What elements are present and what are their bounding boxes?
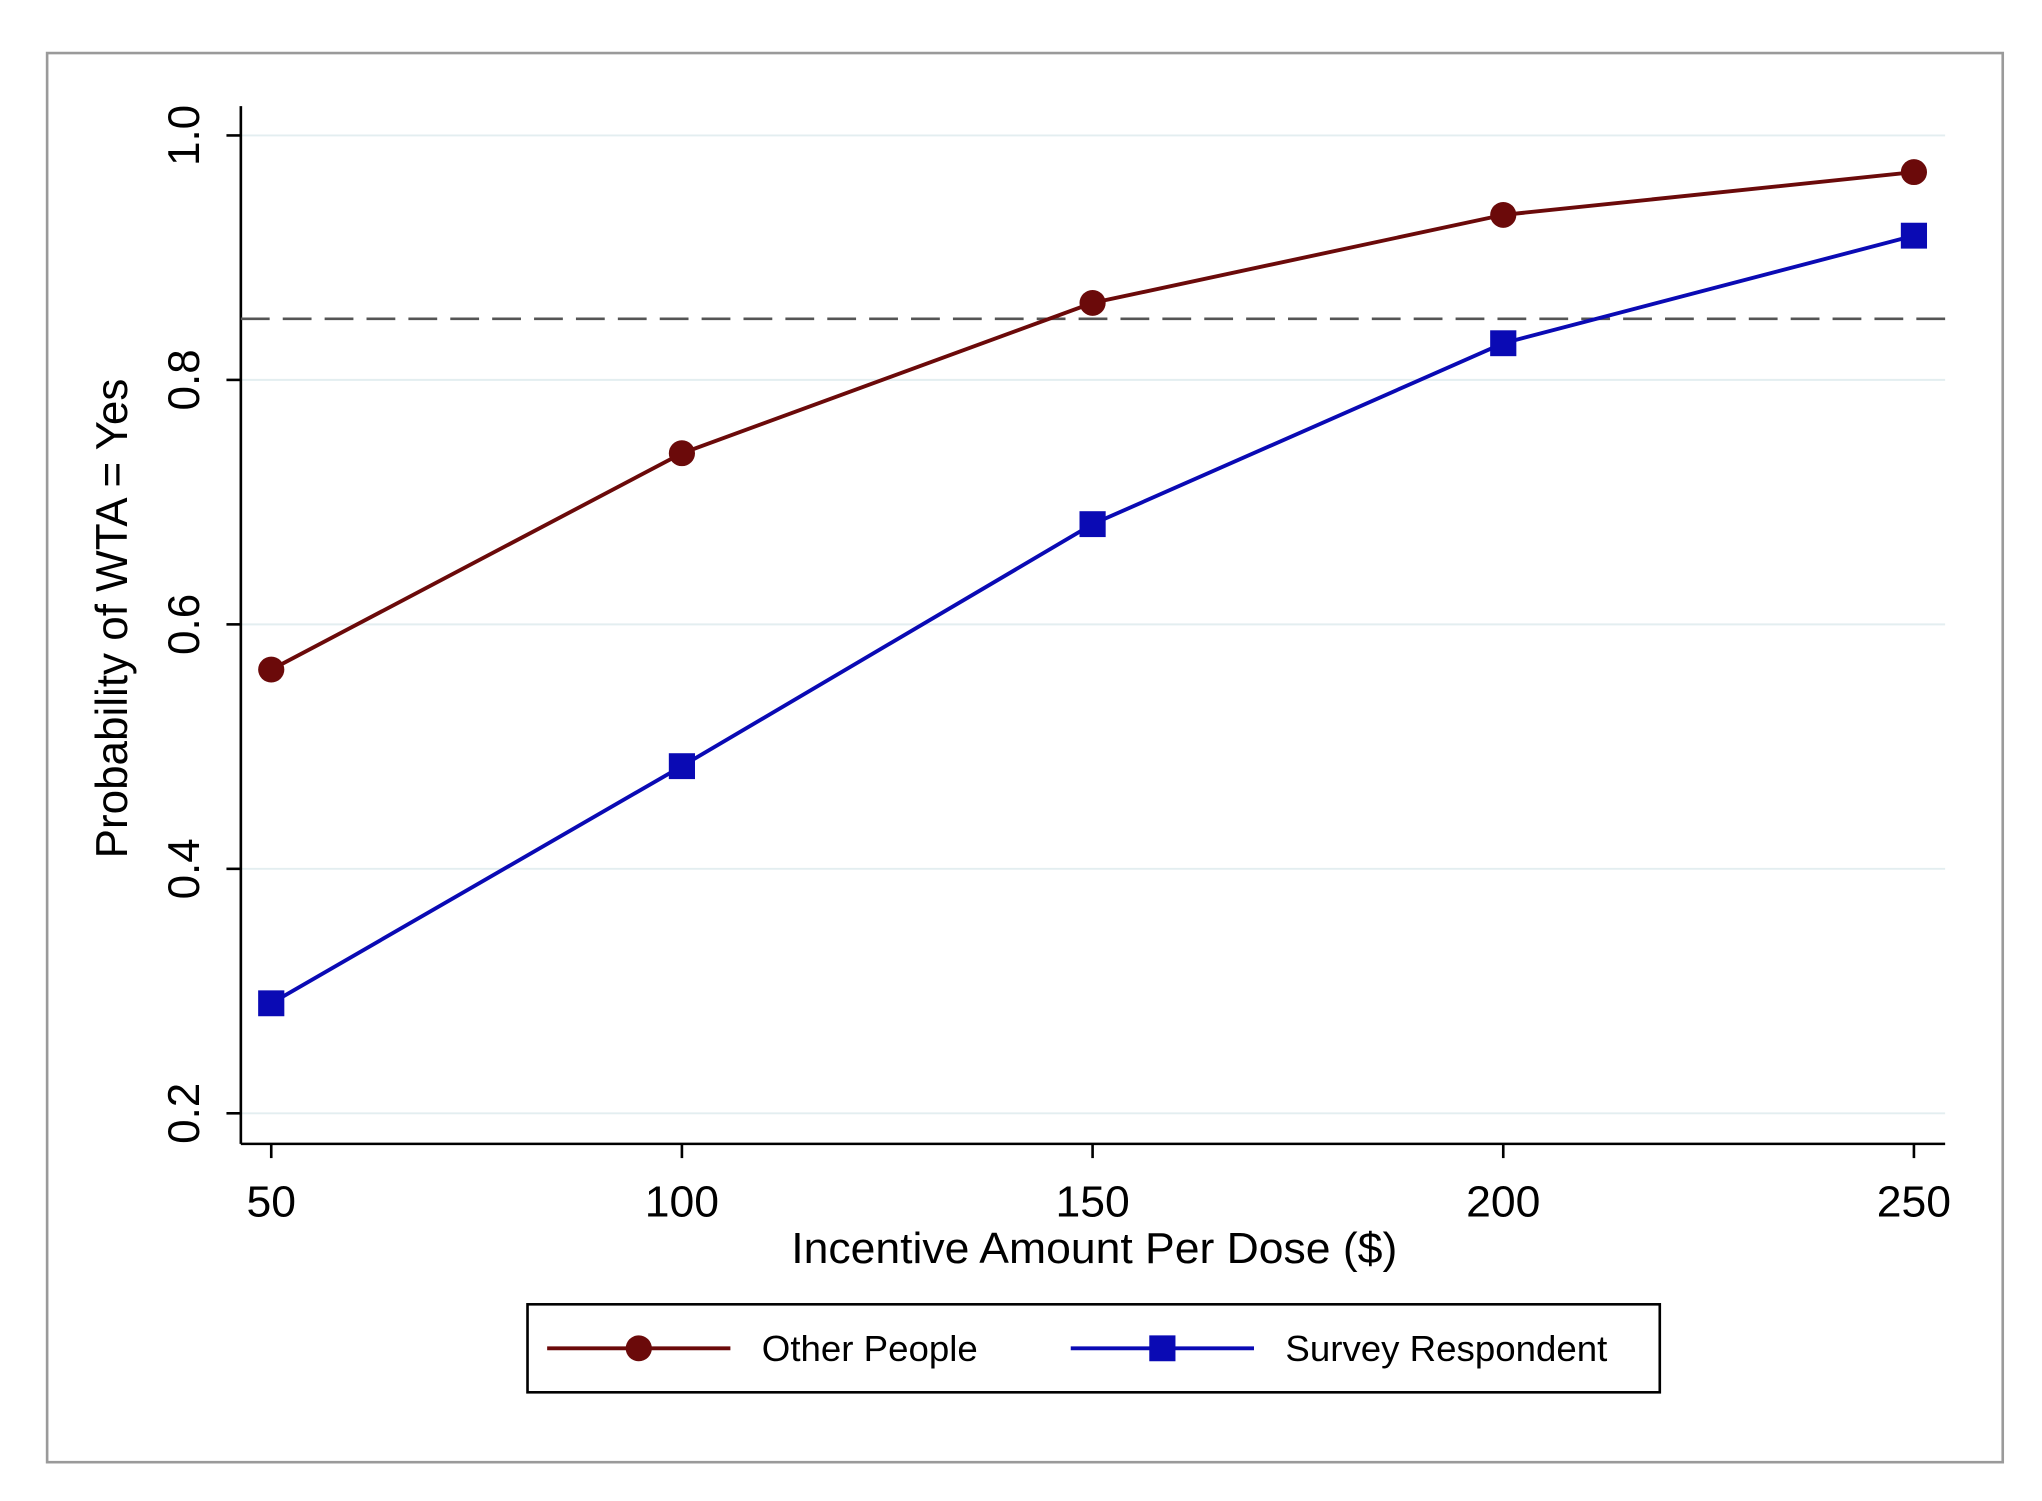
data-point-other-people [1900, 159, 1928, 186]
legend-marker-circle [625, 1335, 652, 1362]
data-point-survey-respondent [1490, 330, 1517, 357]
data-point-survey-respondent [1079, 511, 1106, 538]
x-tick-label: 200 [1466, 1178, 1540, 1227]
outer-frame [45, 51, 2005, 1464]
legend-marker-square [1149, 1335, 1176, 1362]
data-point-survey-respondent [258, 990, 285, 1017]
x-axis-label: Incentive Amount Per Dose ($) [791, 1224, 1397, 1273]
legend-label-survey-respondent: Survey Respondent [1285, 1328, 1607, 1369]
data-point-other-people [1490, 201, 1517, 228]
y-tick-label: 0.6 [160, 594, 209, 655]
legend: Other People Survey Respondent [526, 1303, 1662, 1394]
y-tick-label: 0.2 [160, 1083, 209, 1144]
y-tick-label: 0.8 [160, 349, 209, 410]
x-tick-label: 150 [1055, 1178, 1129, 1227]
data-point-other-people [1079, 289, 1106, 316]
data-point-other-people [258, 656, 285, 683]
data-point-other-people [668, 440, 696, 467]
x-tick-label: 50 [246, 1178, 296, 1227]
y-tick-label: 0.4 [160, 838, 209, 899]
y-axis-label: Probability of WTA = Yes [88, 379, 137, 859]
data-point-survey-respondent [1900, 222, 1928, 249]
x-tick-label: 250 [1877, 1178, 1951, 1227]
y-tick-label: 1.0 [160, 105, 209, 166]
legend-label-other-people: Other People [762, 1328, 978, 1369]
x-tick-label: 100 [645, 1178, 719, 1227]
data-point-survey-respondent [668, 753, 696, 780]
